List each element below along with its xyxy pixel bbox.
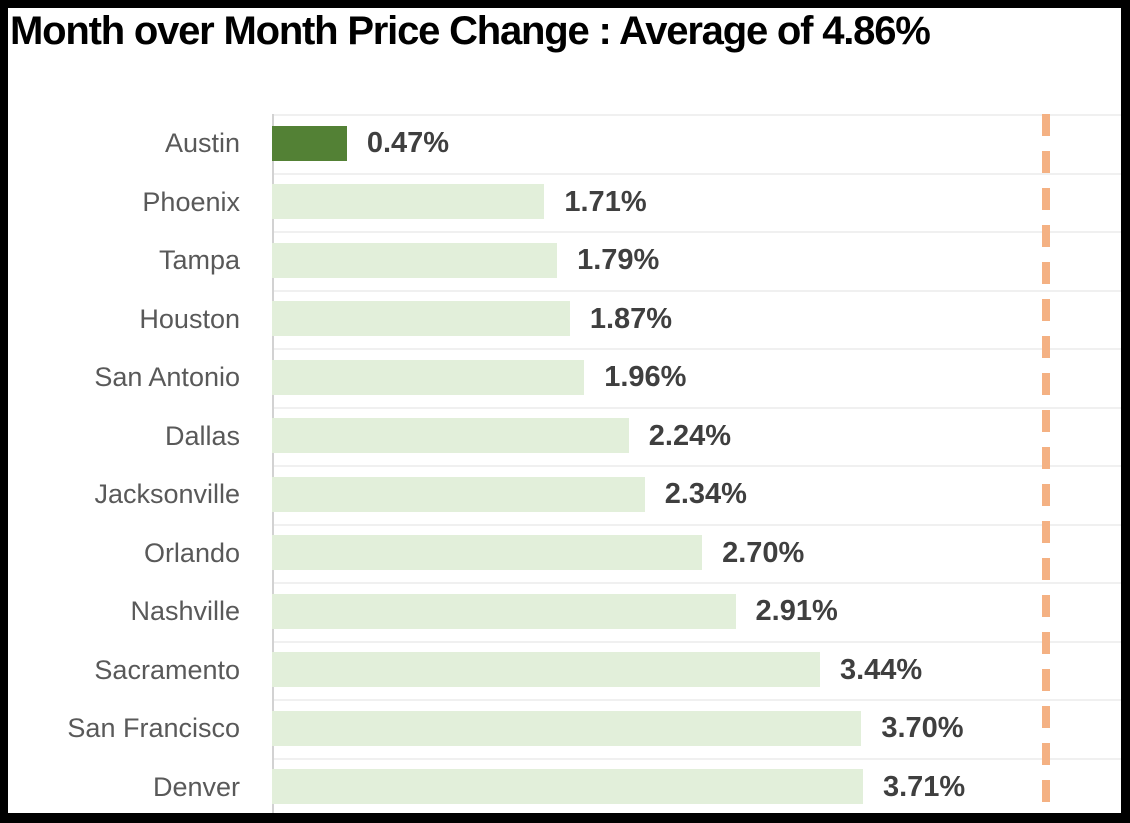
- bar-orlando: [272, 535, 703, 571]
- bar-houston: [272, 301, 570, 337]
- value-label: 2.34%: [664, 478, 747, 511]
- bar-san-antonio: [272, 359, 585, 395]
- bar-san-francisco: [272, 710, 862, 746]
- bar-row: Phoenix 1.71%: [8, 173, 1121, 232]
- category-label: San Antonio: [94, 362, 240, 393]
- category-label: Tampa: [158, 245, 240, 276]
- bar-row: Dallas 2.24%: [8, 407, 1121, 466]
- value-label: 3.71%: [882, 770, 966, 803]
- value-label: 3.70%: [881, 712, 964, 745]
- value-label: 1.79%: [577, 244, 660, 277]
- category-label: Orlando: [143, 537, 240, 568]
- bar-austin: [272, 125, 347, 161]
- bar-row: Orlando 2.70%: [8, 524, 1121, 583]
- plot-area: Austin 0.47% Phoenix 1.71% Tampa 1.79% Houston…: [8, 8, 1121, 813]
- category-label: Sacramento: [94, 654, 240, 685]
- bar-phoenix: [272, 184, 545, 220]
- bar-row: Jacksonville 2.34%: [8, 465, 1121, 524]
- chart-title: Month over Month Price Change : Average …: [10, 9, 931, 53]
- bar-row: San Francisco 3.70%: [8, 699, 1121, 758]
- bar-row: Tampa 1.79%: [8, 231, 1121, 290]
- category-label: Houston: [139, 303, 240, 334]
- value-label: 2.91%: [755, 595, 838, 628]
- bar-denver: [272, 769, 863, 805]
- category-label: Nashville: [130, 596, 240, 627]
- category-label: Jacksonville: [94, 479, 240, 510]
- bar-row: Denver 3.71%: [8, 758, 1121, 814]
- category-label: Phoenix: [142, 186, 240, 217]
- category-label: San Francisco: [67, 713, 240, 744]
- value-label: 1.87%: [589, 302, 673, 335]
- value-label: 2.70%: [722, 536, 805, 569]
- bar-row: Houston 1.87%: [8, 290, 1121, 349]
- value-label: 2.24%: [648, 419, 732, 452]
- bar-nashville: [272, 593, 736, 629]
- category-label: Austin: [164, 128, 240, 159]
- bar-row: Austin 0.47%: [8, 114, 1121, 173]
- value-label: 0.47%: [366, 127, 450, 160]
- category-label: Dallas: [164, 420, 240, 451]
- bar-row: San Antonio 1.96%: [8, 348, 1121, 407]
- value-label: 3.44%: [839, 653, 923, 686]
- value-label: 1.96%: [604, 361, 687, 394]
- bar-dallas: [272, 418, 629, 454]
- bar-sacramento: [272, 652, 820, 688]
- bar-row: Sacramento 3.44%: [8, 641, 1121, 700]
- bar-tampa: [272, 242, 558, 278]
- bar-jacksonville: [272, 476, 645, 512]
- value-label: 1.71%: [564, 185, 647, 218]
- category-label: Denver: [152, 771, 240, 802]
- bar-row: Nashville 2.91%: [8, 582, 1121, 641]
